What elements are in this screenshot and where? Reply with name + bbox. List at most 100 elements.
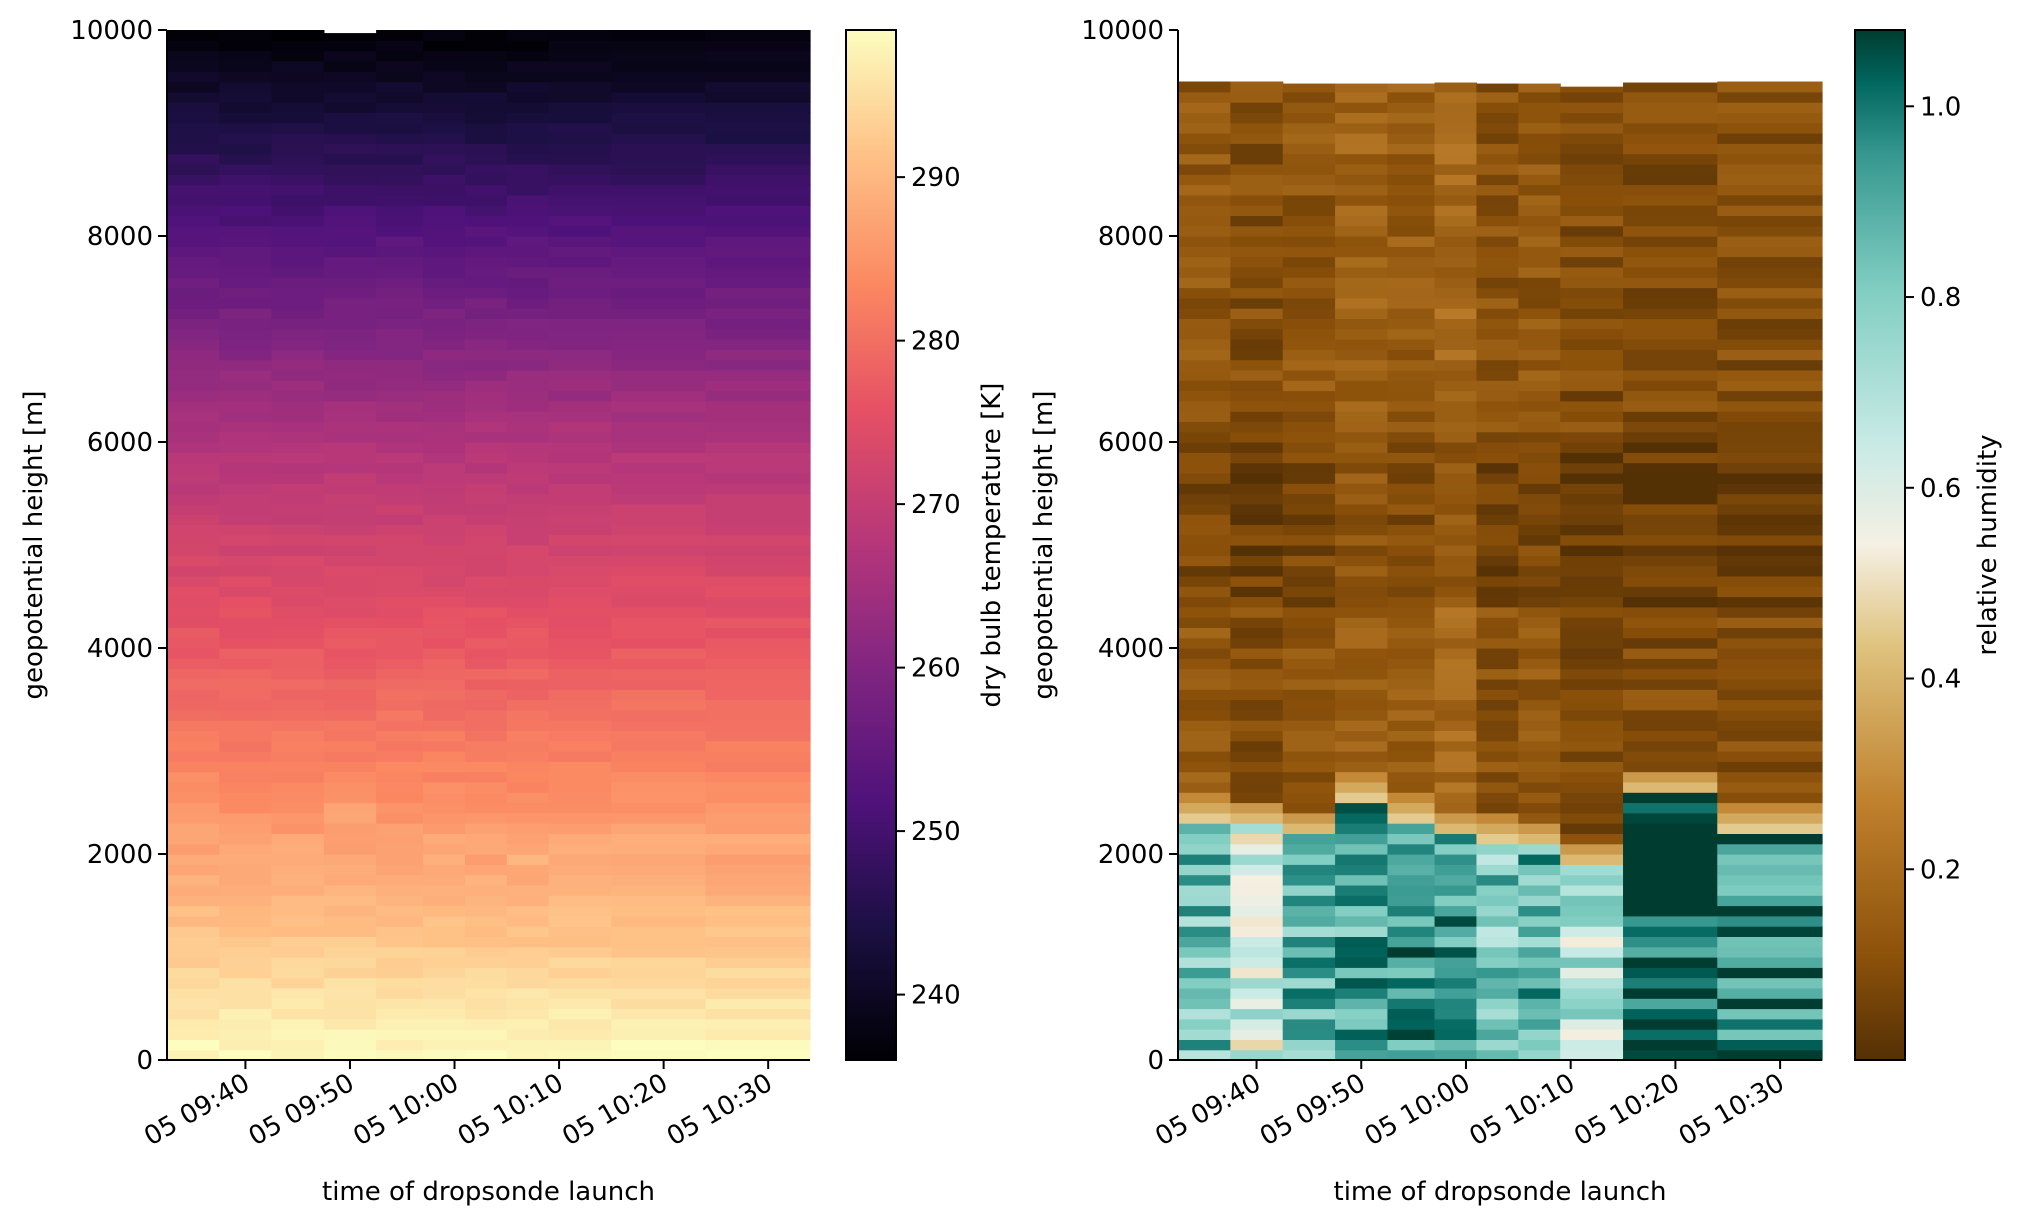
temperature-cell (548, 771, 612, 783)
humidity-cell (1282, 1018, 1336, 1030)
temperature-cell (219, 122, 273, 134)
humidity-cell (1282, 400, 1336, 412)
temperature-cell (464, 555, 508, 567)
temperature-cell (376, 709, 424, 721)
humidity-cell (1434, 1018, 1478, 1030)
humidity-cell (1623, 1049, 1718, 1061)
temperature-cell (705, 493, 811, 505)
temperature-cell (376, 339, 424, 350)
humidity-cell (1518, 709, 1561, 721)
humidity-cell (1476, 740, 1519, 752)
temperature-cell (611, 555, 707, 567)
humidity-cell (1717, 751, 1823, 762)
humidity-cell (1434, 596, 1478, 608)
humidity-y-tick-label: 4000 (1098, 634, 1164, 664)
temperature-cell (219, 648, 273, 659)
humidity-cell (1434, 668, 1478, 680)
humidity-cell (1282, 792, 1336, 804)
humidity-cell (1518, 534, 1561, 546)
temperature-cell (167, 30, 220, 41)
temperature-cell (705, 720, 811, 731)
temperature-cell (705, 163, 811, 175)
temperature-cell (271, 781, 325, 793)
humidity-cell (1282, 297, 1336, 309)
temperature-cell (271, 431, 325, 443)
temperature-cell (506, 266, 550, 278)
temperature-cell (323, 905, 377, 917)
humidity-cell (1387, 751, 1436, 762)
temperature-cell (506, 575, 550, 587)
temperature-cell (271, 802, 325, 814)
temperature-cell (323, 720, 377, 731)
humidity-cell (1623, 730, 1718, 742)
humidity-cell (1518, 225, 1561, 237)
temperature-cell (376, 390, 424, 402)
humidity-cell (1282, 380, 1336, 392)
humidity-cell (1560, 359, 1624, 371)
humidity-cell (1387, 874, 1436, 886)
temperature-cell (323, 143, 377, 155)
humidity-cell (1434, 308, 1478, 319)
humidity-cell (1560, 102, 1624, 113)
humidity-cell (1560, 411, 1624, 422)
temperature-cell (464, 318, 508, 330)
humidity-cell (1518, 359, 1561, 371)
humidity-cell (1387, 163, 1436, 175)
humidity-cell (1434, 1029, 1478, 1040)
humidity-cell (1560, 781, 1624, 793)
humidity-cell (1717, 957, 1823, 968)
temperature-cell (464, 998, 508, 1010)
humidity-cell (1335, 575, 1389, 587)
humidity-cell (1560, 915, 1624, 927)
humidity-cell (1560, 565, 1624, 577)
temperature-cell (271, 720, 325, 731)
humidity-cell (1560, 256, 1624, 268)
temperature-cell (548, 864, 612, 876)
humidity-cell (1178, 493, 1231, 505)
humidity-cell (1623, 823, 1718, 834)
humidity-cell (1623, 153, 1718, 165)
temperature-cell (548, 205, 612, 216)
temperature-cell (464, 297, 508, 309)
humidity-cell (1335, 359, 1389, 371)
temperature-cell (323, 534, 377, 546)
temperature-cell (705, 483, 811, 495)
temperature-cell (464, 1008, 508, 1020)
humidity-cell (1178, 915, 1231, 927)
humidity-cell (1518, 586, 1561, 598)
humidity-cell (1518, 565, 1561, 577)
humidity-cell (1335, 184, 1389, 196)
humidity-cell (1434, 709, 1478, 721)
temperature-cell (167, 802, 220, 814)
temperature-cell (219, 442, 273, 453)
temperature-cell (167, 339, 220, 350)
humidity-cell (1560, 277, 1624, 289)
humidity-cell (1434, 874, 1478, 886)
humidity-cell (1387, 102, 1436, 113)
temperature-cell (464, 483, 508, 495)
temperature-cell (611, 102, 707, 113)
humidity-cell (1282, 802, 1336, 814)
humidity-cell (1178, 266, 1231, 278)
temperature-cell (219, 349, 273, 361)
humidity-cell (1434, 225, 1478, 237)
temperature-cell (219, 266, 273, 278)
temperature-cell (271, 503, 325, 515)
humidity-cell (1476, 215, 1519, 227)
temperature-cell (423, 318, 466, 330)
temperature-cell (705, 472, 811, 484)
temperature-cell (423, 411, 466, 422)
humidity-cell (1623, 751, 1718, 762)
temperature-cell (506, 369, 550, 381)
temperature-cell (506, 359, 550, 371)
temperature-cell (376, 503, 424, 515)
temperature-cell (464, 524, 508, 536)
humidity-cell (1387, 854, 1436, 865)
temperature-cell (323, 277, 377, 289)
temperature-cell (464, 174, 508, 186)
humidity-cell (1560, 678, 1624, 690)
humidity-cell (1476, 411, 1519, 422)
humidity-cell (1560, 771, 1624, 783)
humidity-cell (1230, 81, 1284, 93)
temperature-cell (219, 627, 273, 639)
